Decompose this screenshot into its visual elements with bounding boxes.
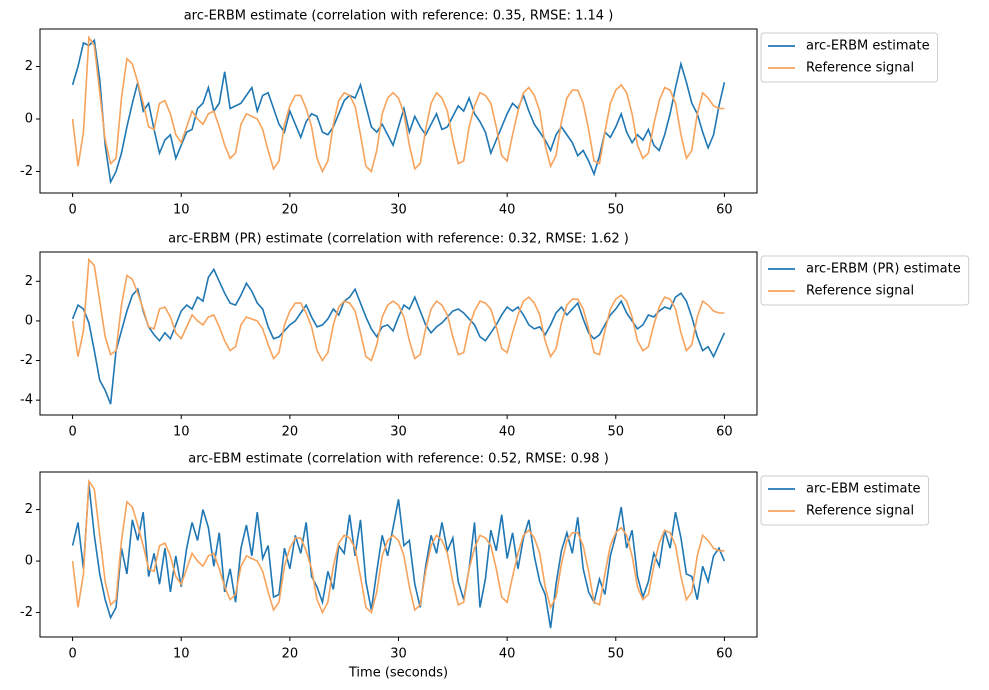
- y-tick-label: -2: [20, 605, 33, 620]
- x-tick-label: 10: [173, 203, 190, 218]
- series-line: [71, 478, 725, 615]
- y-tick-label: 0: [25, 554, 33, 569]
- legend-label: Reference signal: [806, 504, 914, 519]
- y-tick-label: -2: [20, 353, 33, 368]
- x-tick-label: 60: [716, 203, 733, 218]
- legend-label: Reference signal: [806, 61, 914, 76]
- legend-frame: [760, 475, 930, 526]
- x-tick-label: 0: [68, 203, 76, 218]
- chart-title: arc-ERBM estimate (correlation with refe…: [184, 9, 614, 24]
- x-tick-label: 30: [390, 425, 407, 440]
- axes-frame: [39, 251, 758, 416]
- y-tick-label: 0: [25, 313, 33, 328]
- x-tick-label: 50: [607, 647, 624, 662]
- series-line: [71, 257, 725, 363]
- legend: arc-ERBM (PR) estimate Reference signal: [760, 255, 970, 306]
- x-tick-label: 40: [499, 425, 516, 440]
- series-line: [71, 267, 726, 405]
- x-tick-label: 0: [68, 425, 76, 440]
- x-tick-label: 20: [282, 647, 299, 662]
- x-tick-label: 20: [282, 203, 299, 218]
- legend-label: Reference signal: [806, 284, 914, 299]
- x-tick-label: 40: [499, 647, 516, 662]
- y-tick-label: -4: [20, 393, 33, 408]
- series-line: [71, 483, 726, 629]
- x-tick-label: 10: [173, 647, 190, 662]
- legend-frame: [760, 32, 939, 83]
- y-tick-label: 0: [25, 112, 33, 127]
- y-tick-label: 2: [25, 274, 33, 289]
- x-tick-label: 30: [390, 647, 407, 662]
- x-tick-label: 60: [716, 647, 733, 662]
- x-tick-label: 50: [607, 425, 624, 440]
- legend-label: arc-EBM estimate: [806, 482, 921, 497]
- axes-frame: [39, 471, 758, 638]
- x-axis-label: Time (seconds): [348, 666, 448, 681]
- legend: arc-EBM estimate Reference signal: [760, 475, 930, 526]
- legend-frame: [760, 255, 970, 306]
- x-tick-label: 50: [607, 203, 624, 218]
- y-tick-label: -2: [20, 164, 33, 179]
- series-line: [71, 38, 726, 185]
- chart-title: arc-EBM estimate (correlation with refer…: [188, 452, 609, 467]
- y-tick-label: 2: [25, 59, 33, 74]
- x-tick-label: 20: [282, 425, 299, 440]
- chart-title: arc-ERBM (PR) estimate (correlation with…: [168, 232, 629, 247]
- x-tick-label: 10: [173, 425, 190, 440]
- y-tick-label: 2: [25, 502, 33, 517]
- x-tick-label: 40: [499, 203, 516, 218]
- legend-label: arc-ERBM (PR) estimate: [806, 262, 961, 277]
- x-tick-label: 60: [716, 425, 733, 440]
- legend-label: arc-ERBM estimate: [806, 39, 930, 54]
- x-tick-label: 0: [68, 647, 76, 662]
- legend: arc-ERBM estimate Reference signal: [760, 32, 939, 83]
- x-tick-label: 30: [390, 203, 407, 218]
- series-line: [71, 35, 725, 174]
- axes-frame: [39, 28, 758, 194]
